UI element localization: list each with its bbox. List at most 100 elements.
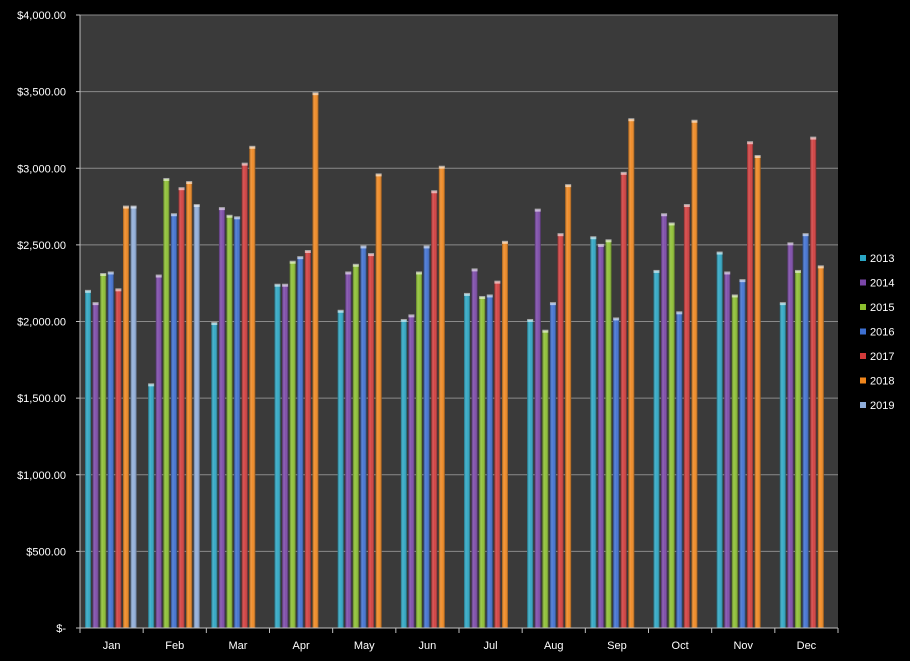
bar-shading [542, 330, 549, 628]
bar-shading [408, 315, 415, 628]
bar-shading [84, 290, 91, 628]
x-axis-ticks: Jan Feb Mar Apr May Jun Jul Aug Sep Oct Nov Dec [79, 628, 839, 652]
bar-cap [605, 239, 612, 243]
bar-cap [84, 289, 91, 293]
bar-cap [668, 222, 675, 226]
bar-2015-Jul [479, 295, 486, 628]
x-tick-label-nov: Nov [733, 640, 753, 652]
bar-2015-Mar [226, 214, 233, 628]
bar-2018-Aug [565, 184, 572, 629]
x-tick-label-sep: Sep [607, 640, 627, 652]
y-tick-label: $- [56, 623, 66, 635]
y-axis-ticks: $- $500.00 $1,000.00 $1,500.00 $2,000.00 $2,5… [17, 10, 80, 635]
bar-2018-Mar [249, 145, 256, 629]
bar-shading [170, 214, 177, 628]
bar-shading [122, 206, 129, 628]
bar-cap [408, 314, 415, 318]
legend-item-2019: 2019 [860, 400, 894, 412]
bar-2018-Jul [501, 240, 508, 628]
bar-cap [337, 309, 344, 313]
bar-2017-Apr [304, 250, 311, 628]
bar-cap [304, 250, 311, 254]
bar-2019-Feb [193, 204, 200, 628]
legend-label: 2019 [870, 400, 894, 412]
bar-cap [549, 302, 556, 306]
bar-shading [289, 261, 296, 628]
bar-shading [193, 205, 200, 628]
bar-shading [605, 240, 612, 628]
bar-2014-Aug [534, 208, 541, 628]
bar-2018-Oct [691, 119, 698, 629]
bar-cap [297, 256, 304, 260]
legend-swatch [860, 304, 866, 310]
x-tick-label-apr: Apr [293, 640, 310, 652]
y-tick-label: $2,000.00 [17, 317, 66, 329]
bar-2015-Feb [163, 177, 170, 629]
bar-2017-Mar [241, 162, 248, 628]
legend-label: 2013 [870, 253, 894, 265]
bar-cap [368, 253, 375, 257]
bar-2013-Aug [527, 318, 534, 628]
bar-cap [312, 92, 319, 96]
x-tick-label-aug: Aug [544, 640, 564, 652]
bar-shading [661, 214, 668, 628]
bar-shading [779, 303, 786, 628]
bar-shading [565, 185, 572, 629]
bar-shading [628, 119, 635, 629]
bar-shading [241, 163, 248, 628]
bar-cap [787, 242, 794, 246]
bar-shading [400, 319, 407, 628]
bar-cap [345, 271, 352, 275]
bar-2014-Jul [471, 268, 478, 628]
bar-2014-Apr [282, 283, 289, 628]
bar-cap [148, 383, 155, 387]
bar-cap [542, 329, 549, 333]
bar-2015-Aug [542, 329, 549, 628]
bar-cap [479, 295, 486, 299]
bar-2013-Feb [148, 383, 155, 628]
bar-cap [494, 280, 501, 284]
legend-label: 2016 [870, 327, 894, 339]
bar-cap [115, 288, 122, 292]
bar-shading [249, 146, 256, 629]
bar-2016-Aug [549, 302, 556, 628]
bar-2013-Jul [463, 292, 470, 628]
bar-shading [501, 241, 508, 628]
bar-cap [186, 181, 193, 185]
bar-cap [122, 205, 129, 209]
bar-2018-Dec [817, 265, 824, 628]
y-tick-label: $4,000.00 [17, 10, 66, 22]
bar-shading [375, 174, 382, 628]
bar-shading [274, 284, 281, 628]
bar-shading [304, 251, 311, 628]
bar-shading [282, 284, 289, 628]
bar-shading [352, 264, 359, 628]
bar-2018-Sep [628, 118, 635, 629]
y-tick-label: $2,500.00 [17, 240, 66, 252]
bar-shading [724, 272, 731, 628]
bar-cap [817, 265, 824, 269]
bar-shading [716, 252, 723, 628]
bar-shading [683, 205, 690, 628]
x-tick-label-jun: Jun [419, 640, 437, 652]
bar-cap [557, 233, 564, 237]
bar-cap [249, 145, 256, 149]
bar-shading [739, 280, 746, 628]
legend-swatch [860, 279, 866, 286]
bar-2018-Feb [186, 181, 193, 629]
y-tick-label: $1,000.00 [17, 470, 66, 482]
legend-label: 2014 [870, 278, 894, 290]
bar-cap [226, 214, 233, 218]
bar-shading [613, 318, 620, 628]
bar-cap [739, 279, 746, 283]
bar-shading [754, 155, 761, 629]
bar-shading [557, 234, 564, 628]
bar-2016-Dec [802, 233, 809, 628]
bar-shading [130, 206, 137, 628]
bar-cap [178, 187, 185, 191]
bar-shading [226, 215, 233, 628]
bar-shading [590, 237, 597, 628]
x-tick-label-feb: Feb [165, 640, 184, 652]
bar-shading [534, 209, 541, 628]
bar-cap [691, 119, 698, 123]
